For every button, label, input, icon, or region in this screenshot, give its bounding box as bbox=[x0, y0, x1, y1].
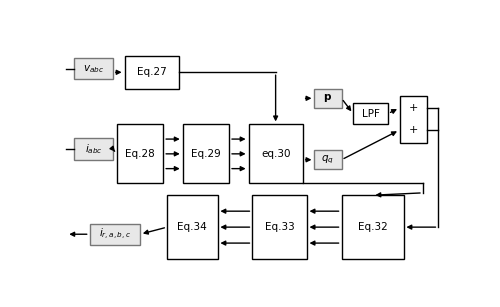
Bar bbox=[248, 124, 303, 183]
Bar bbox=[314, 89, 342, 108]
Bar bbox=[90, 223, 140, 245]
Bar bbox=[252, 195, 306, 259]
Bar bbox=[167, 195, 218, 259]
Bar bbox=[74, 138, 113, 160]
Bar bbox=[74, 58, 113, 80]
Text: $\mathbf{p}$: $\mathbf{p}$ bbox=[324, 92, 332, 104]
Text: Eq.33: Eq.33 bbox=[264, 222, 294, 232]
Text: +: + bbox=[408, 125, 418, 135]
Bar bbox=[182, 124, 229, 183]
Text: LPF: LPF bbox=[362, 109, 380, 119]
Text: $v_{abc}$: $v_{abc}$ bbox=[83, 63, 104, 75]
Bar bbox=[342, 195, 404, 259]
Bar bbox=[400, 96, 427, 143]
Bar bbox=[314, 150, 342, 169]
Bar bbox=[124, 56, 179, 89]
Text: $q_q$: $q_q$ bbox=[322, 154, 334, 166]
Text: $i_{r,a,b,c}$: $i_{r,a,b,c}$ bbox=[99, 227, 131, 242]
Text: Eq.32: Eq.32 bbox=[358, 222, 388, 232]
Text: Eq.28: Eq.28 bbox=[125, 149, 155, 159]
Text: $i_{abc}$: $i_{abc}$ bbox=[84, 142, 102, 156]
Bar bbox=[117, 124, 163, 183]
Text: Eq.27: Eq.27 bbox=[137, 67, 166, 77]
Text: Eq.34: Eq.34 bbox=[178, 222, 207, 232]
Bar bbox=[353, 103, 388, 124]
Text: +: + bbox=[408, 103, 418, 113]
Text: Eq.29: Eq.29 bbox=[191, 149, 221, 159]
Text: eq.30: eq.30 bbox=[261, 149, 290, 159]
